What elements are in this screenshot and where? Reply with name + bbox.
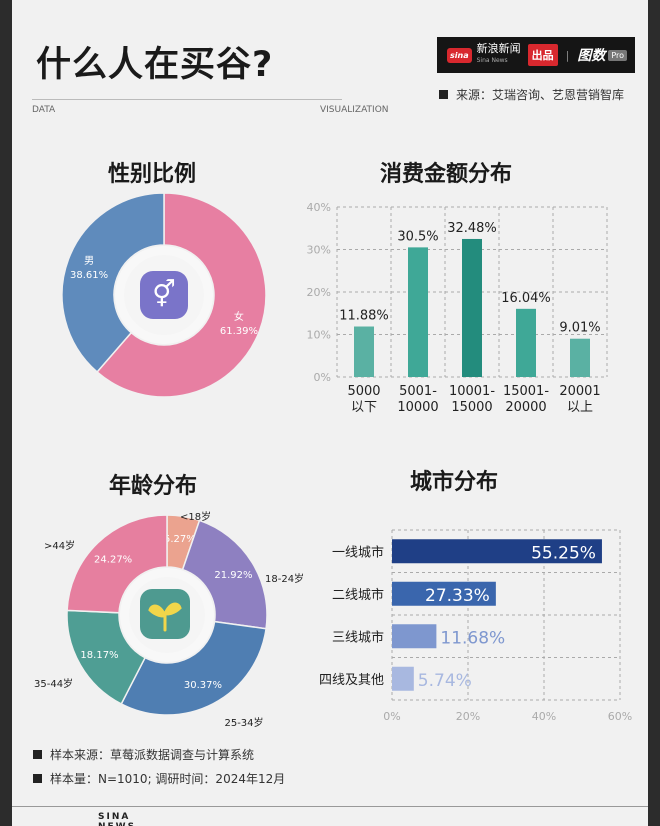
bar <box>462 238 482 377</box>
infographic-page: 什么人在买谷? DATA VISUALIZATION sina 新浪新闻 Sin… <box>12 0 648 826</box>
slice-category-label: <18岁 <box>180 510 211 523</box>
bar <box>392 539 602 564</box>
gender-donut-chart: 女 61.39% 男 38.61% ⚥ <box>61 192 267 398</box>
brand-separator: | <box>565 48 570 62</box>
tushu-logo: 图数 <box>577 48 606 64</box>
bar <box>516 308 536 377</box>
bar <box>392 666 414 691</box>
bar <box>392 581 496 606</box>
city-bar-chart: 0% 20% 40% 60% 一线城市 55.25% 二线城市 27.33% 三线城市 11.68… <box>319 529 632 723</box>
pie-slice <box>96 192 267 398</box>
age-chart-title: 年龄分布 <box>109 474 198 499</box>
x-tick-label: 40% <box>532 710 556 723</box>
x-tick-label: 60% <box>608 710 632 723</box>
pie-slice <box>66 514 168 614</box>
bar-value-label: 16.04% <box>501 291 551 306</box>
slice-category-label: >44岁 <box>44 539 75 552</box>
pro-badge: Pro <box>608 49 628 61</box>
y-tick-label: 四线及其他 <box>319 673 384 688</box>
sprout-leaf-icon <box>148 602 182 632</box>
bar <box>570 338 590 377</box>
bar <box>392 624 437 649</box>
slice-value-label: 24.27% <box>94 555 132 566</box>
gender-symbol-icon: ⚥ <box>152 279 175 310</box>
x-tick-label: 0% <box>383 710 400 723</box>
brand-name: 新浪新闻 <box>476 42 521 55</box>
page-title: 什么人在买谷? <box>36 45 274 85</box>
x-tick-label: 20% <box>456 710 480 723</box>
bar-value-label: 11.88% <box>339 309 389 324</box>
x-tick-label: 10001- <box>449 384 495 399</box>
x-tick-label: 20000 <box>505 400 546 415</box>
brand-name-block: 新浪新闻 Sina News <box>477 43 521 67</box>
footer-divider <box>12 806 648 807</box>
x-tick-label: 20001 <box>559 384 600 399</box>
slice-value-label: 30.37% <box>184 680 222 691</box>
x-tick-label: 5001- <box>399 384 437 399</box>
spend-chart-title: 消费金额分布 <box>380 162 513 187</box>
slice-category-label: 35-44岁 <box>34 677 73 690</box>
spend-bar-chart: 0%10%20%30%40%11.88%5000以下30.5%5001-1000… <box>307 201 608 415</box>
y-tick-label: 0% <box>314 371 331 384</box>
age-donut-chart: 5.27% <18岁 21.92% 18-24岁 30.37% 25-34岁 18.17% 3… <box>34 510 304 729</box>
slice-value-label: 61.39% <box>220 326 258 337</box>
x-tick-label: 15001- <box>503 384 549 399</box>
bar-value-label: 11.68% <box>440 628 505 648</box>
x-tick-label: 5000 <box>347 384 380 399</box>
sample-source-text: 样本来源：草莓派数据调查与计算系统 <box>50 748 255 762</box>
slice-value-label: 38.61% <box>70 270 108 281</box>
sample-note-line: 样本量：N=1010; 调研时间：2024年12月 <box>33 767 285 791</box>
pie-slice <box>181 519 268 630</box>
bar-value-label: 55.25% <box>531 543 596 563</box>
y-tick-label: 10% <box>307 329 331 342</box>
brand-subname: Sina News <box>476 57 508 64</box>
x-tick-label: 以上 <box>567 400 593 415</box>
slice-category-label: 25-34岁 <box>224 716 263 729</box>
header-divider <box>32 99 342 100</box>
source-note: 来源：艾瑞咨询、艺恩营销智库 <box>439 86 639 105</box>
brand-banner: sina 新浪新闻 Sina News 出品 | 图数 Pro <box>437 37 635 73</box>
gender-icon <box>140 271 188 319</box>
bar-value-label: 5.74% <box>418 671 472 691</box>
y-tick-label: 20% <box>307 286 331 299</box>
city-chart-title: 城市分布 <box>410 470 499 495</box>
bullet-square-icon <box>439 90 448 99</box>
bar <box>354 326 374 377</box>
pie-slice <box>61 192 165 374</box>
bar <box>408 247 428 377</box>
y-tick-label: 一线城市 <box>332 544 384 560</box>
slice-value-label: 18.17% <box>80 650 118 661</box>
bar-value-label: 27.33% <box>425 586 490 606</box>
slice-value-label: 21.92% <box>214 570 252 581</box>
slice-category-label: 18-24岁 <box>265 572 304 585</box>
x-tick-label: 15000 <box>451 400 492 415</box>
y-tick-label: 二线城市 <box>332 587 384 603</box>
y-tick-label: 30% <box>307 244 331 257</box>
sina-logo: sina <box>447 47 472 63</box>
gender-chart-title: 性别比例 <box>108 162 197 187</box>
x-tick-label: 以下 <box>351 400 377 415</box>
source-text: 来源：艾瑞咨询、艺恩营销智库 <box>456 88 625 102</box>
slice-label: 男 <box>84 255 94 267</box>
y-tick-label: 三线城市 <box>332 629 384 645</box>
pie-slice <box>120 620 267 716</box>
y-tick-label: 40% <box>307 201 331 214</box>
bar-value-label: 32.48% <box>447 221 497 236</box>
header-label-data: DATA <box>32 105 56 115</box>
sample-note-line: 样本来源：草莓派数据调查与计算系统 <box>33 743 285 767</box>
bullet-square-icon <box>33 750 42 759</box>
x-tick-label: 10000 <box>397 400 438 415</box>
bullet-square-icon <box>33 774 42 783</box>
bar-value-label: 30.5% <box>397 229 438 244</box>
brand-chupin-badge: 出品 <box>527 44 558 66</box>
sample-notes: 样本来源：草莓派数据调查与计算系统 样本量：N=1010; 调研时间：2024年… <box>33 743 285 791</box>
footer-brand: SINA NEWS <box>12 812 172 826</box>
sample-size-text: 样本量：N=1010; 调研时间：2024年12月 <box>50 772 286 786</box>
header-label-visualization: VISUALIZATION <box>320 105 389 115</box>
bar-value-label: 9.01% <box>559 321 600 336</box>
slice-value-label: 5.27% <box>164 534 196 545</box>
slice-label: 女 <box>234 310 244 323</box>
